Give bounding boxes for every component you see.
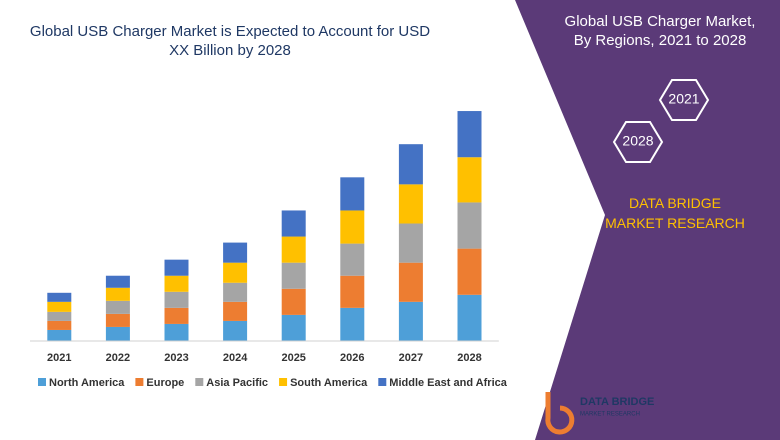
bar-segment (340, 177, 365, 211)
legend-label: South America (290, 377, 368, 389)
x-tick-label: 2022 (106, 352, 130, 364)
brand: DATA BRIDGE MARKET RESEARCH (605, 195, 745, 231)
legend-swatch (378, 378, 387, 386)
legend-swatch (195, 378, 204, 386)
bar-segment (281, 236, 306, 263)
bar-segment (398, 262, 423, 302)
legend-swatch (38, 378, 46, 386)
bar-segment (164, 307, 189, 324)
chart-title: Global USB Charger Market is Expected to… (29, 23, 431, 59)
x-tick-label: 2026 (340, 352, 364, 364)
bar-segment (340, 243, 365, 276)
bar-segment (457, 294, 482, 341)
bar-segment (47, 292, 72, 302)
hexagon-label: 2021 (668, 91, 699, 107)
bar-segment (457, 202, 482, 249)
bar-segment (281, 288, 306, 315)
legend-label: Middle East and Africa (389, 377, 507, 389)
legend-label: Asia Pacific (206, 377, 268, 389)
side-title: Global USB Charger Market, By Regions, 2… (564, 13, 756, 49)
bar-segment (398, 301, 423, 341)
bar-segment (398, 184, 423, 224)
bar-segment (47, 320, 72, 330)
hexagon-label: 2028 (622, 133, 653, 149)
bar-segment (457, 111, 482, 158)
bar-segment (47, 301, 72, 312)
bar-segment (398, 223, 423, 263)
bar-segment (223, 301, 248, 321)
bar-segment (105, 313, 130, 327)
bar-segment (281, 210, 306, 237)
x-tick-label: 2025 (281, 352, 305, 364)
legend-swatch (279, 378, 288, 386)
bar-segment (340, 307, 365, 341)
bar-segment (47, 311, 72, 321)
x-tick-label: 2024 (223, 352, 248, 364)
logo-icon (545, 392, 575, 435)
bar-segment (457, 248, 482, 295)
bar-segment (398, 144, 423, 185)
bar-segment (281, 262, 306, 289)
logo-tagline: MARKET RESEARCH (580, 412, 640, 418)
hexagon (612, 121, 664, 163)
x-tick-label: 2023 (164, 352, 188, 364)
x-tick-label: 2028 (457, 352, 481, 364)
bar-segment (340, 275, 365, 308)
bar-segment (105, 326, 130, 341)
bar-segment (340, 210, 365, 244)
bar-segment (223, 262, 248, 283)
bar-segment (281, 314, 306, 341)
x-tick-label: 2021 (47, 352, 71, 364)
bar-segment (164, 323, 189, 341)
x-tick-label: 2027 (399, 352, 423, 364)
bar-segment (105, 300, 130, 314)
logo-name: DATA BRIDGE (580, 396, 654, 408)
bar-segment (223, 282, 248, 302)
bar-segment (457, 157, 482, 203)
hexagon (658, 79, 710, 121)
bar-segment (105, 275, 130, 288)
legend-swatch (135, 378, 144, 386)
bar-segment (223, 242, 248, 263)
bar-segment (164, 291, 189, 308)
bar-segment (164, 259, 189, 276)
legend-label: Europe (146, 377, 184, 389)
bar-segment (47, 329, 72, 341)
side-panel-bg (515, 0, 780, 440)
bar-segment (223, 320, 248, 341)
legend-label: North America (49, 377, 125, 389)
bar-segment (105, 287, 130, 301)
bar-segment (164, 275, 189, 292)
